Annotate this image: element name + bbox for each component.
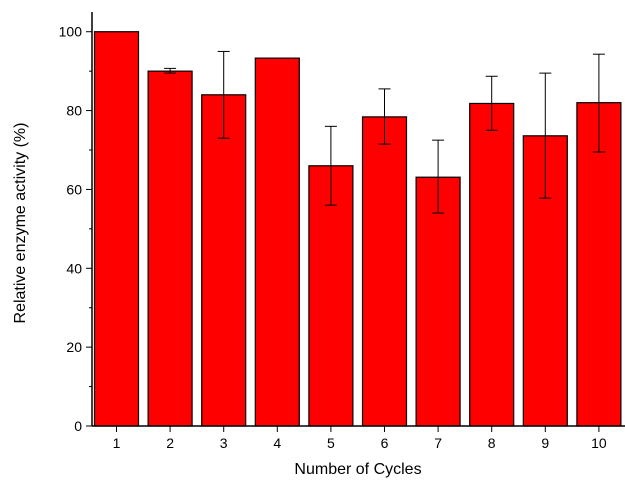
y-tick-label-80: 80 <box>66 103 82 119</box>
x-tick-label-5: 5 <box>327 435 335 451</box>
x-tick-label-4: 4 <box>273 435 281 451</box>
y-axis-title: Relative enzyme activity (%) <box>12 123 29 324</box>
bar-1 <box>93 31 140 427</box>
y-tick-label-20: 20 <box>66 339 82 355</box>
x-axis-title: Number of Cycles <box>294 461 421 478</box>
ticks-group: 0 20 40 60 80 100 1 2 3 4 5 6 7 8 9 10 <box>59 24 607 451</box>
bar-6 <box>361 116 408 427</box>
x-tick-label-9: 9 <box>541 435 549 451</box>
bar-7 <box>415 176 461 427</box>
error-bars-group <box>164 50 605 214</box>
axes-group <box>91 12 625 427</box>
bar-8 <box>469 102 515 427</box>
x-tick-label-8: 8 <box>488 435 496 451</box>
x-tick-label-3: 3 <box>220 435 228 451</box>
x-tick-label-2: 2 <box>166 435 174 451</box>
y-tick-label-100: 100 <box>59 24 83 40</box>
x-tick-label-10: 10 <box>591 435 607 451</box>
y-tick-label-0: 0 <box>74 418 82 434</box>
y-tick-label-60: 60 <box>66 181 82 197</box>
x-tick-label-6: 6 <box>381 435 389 451</box>
bar-2 <box>147 70 193 427</box>
bar-5 <box>308 165 354 427</box>
x-tick-label-1: 1 <box>113 435 121 451</box>
y-tick-label-40: 40 <box>66 260 82 276</box>
bar-4 <box>254 57 300 427</box>
bar-3 <box>201 94 247 427</box>
bars-group <box>93 31 622 427</box>
x-tick-label-7: 7 <box>434 435 442 451</box>
